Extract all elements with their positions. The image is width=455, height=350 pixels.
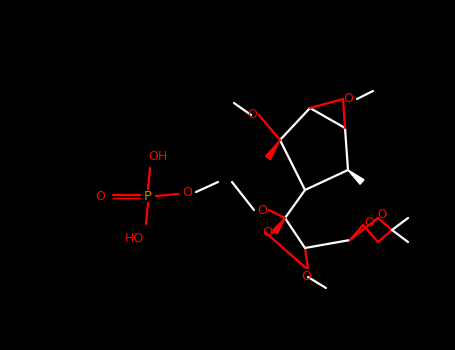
Text: O: O (262, 226, 272, 239)
Polygon shape (273, 218, 285, 234)
Text: O: O (182, 186, 192, 198)
Polygon shape (266, 140, 280, 160)
Text: O: O (301, 271, 311, 284)
Text: O: O (247, 108, 257, 121)
Text: HO: HO (124, 231, 144, 245)
Text: OH: OH (148, 149, 167, 162)
Text: O: O (95, 189, 105, 203)
Text: O: O (257, 203, 267, 217)
Text: P: P (144, 189, 152, 203)
Text: O: O (343, 92, 353, 105)
Text: O: O (364, 216, 374, 229)
Polygon shape (348, 170, 364, 184)
Text: O: O (377, 209, 387, 222)
